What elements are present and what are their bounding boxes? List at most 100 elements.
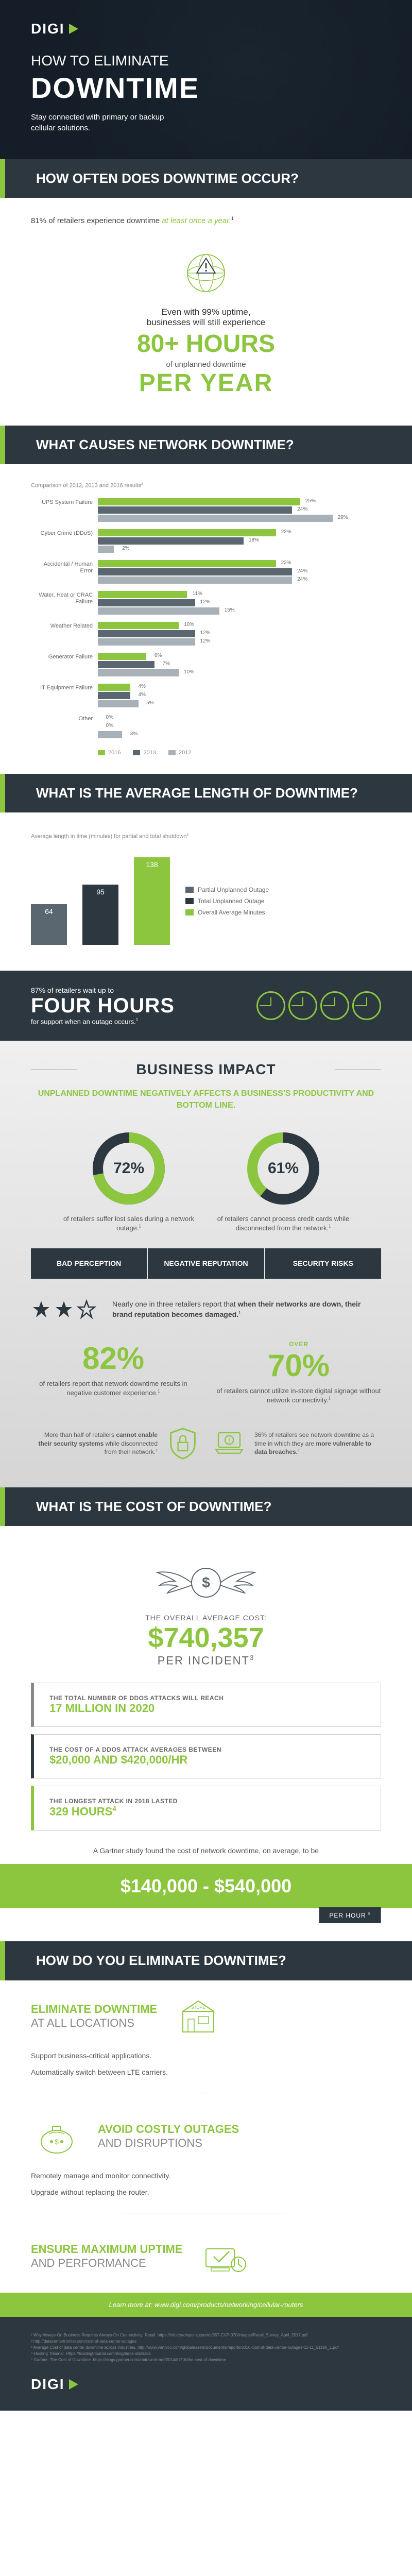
hero-sub: Stay connected with primary or backup ce… (31, 112, 175, 133)
bar: 18% (98, 537, 244, 545)
star-icon (54, 1299, 74, 1320)
elim-head: ELIMINATE DOWNTIMEAT ALL LOCATIONSSTORE (31, 1996, 381, 2037)
icon-row: More than half of retailers cannot enabl… (31, 1426, 381, 1462)
avg-legend-item: Total Unplanned Outage (185, 897, 269, 905)
section-title: WHAT CAUSES NETWORK DOWNTIME? (36, 437, 381, 453)
footer-line: ⁵ Gartner: The Cost of Downtime. https:/… (31, 2357, 381, 2363)
bar: 10% (98, 669, 179, 676)
stars-row: Nearly one in three retailers report tha… (31, 1299, 381, 1320)
fh-t1: 87% of retailers wait up to (31, 986, 241, 994)
badge: BAD PERCEPTION (31, 1248, 147, 1278)
bar-value: 7% (163, 661, 170, 667)
security-col: More than half of retailers cannot enabl… (31, 1426, 201, 1462)
swatch (168, 750, 176, 755)
bar-row: Water, Heat or CRAC Failure 11% 12% 15% (31, 591, 381, 616)
badge: SECURITY RISKS (265, 1248, 381, 1278)
bar: 24% (98, 568, 292, 575)
bar-value: 24% (297, 568, 307, 574)
footer-line: ⁴ Hosting Tribunal. Https://hostingtribu… (31, 2351, 381, 2357)
bar-value: 6% (154, 653, 162, 658)
bar: 12% (98, 599, 195, 606)
legend-label: 2013 (143, 750, 156, 756)
pct-row: 82%of retailers report that network down… (31, 1341, 381, 1405)
bar: 24% (98, 506, 292, 514)
bar-group: 4%4%5% (98, 684, 381, 708)
bar-label: IT Equipment Failure (31, 684, 93, 691)
bar: 6% (98, 653, 146, 660)
wing-icon-row: $ (31, 1544, 381, 1614)
section-title: HOW OFTEN DOES DOWNTIME OCCUR? (36, 171, 381, 187)
hero-line1: HOW TO ELIMINATE (31, 53, 381, 69)
section-frequency: 81% of retailers experience downtime at … (0, 198, 412, 426)
bar-group: 0%0%3% (98, 715, 381, 739)
breach-text: 36% of retailers see network downtime as… (254, 1431, 381, 1456)
section-title: WHAT IS THE AVERAGE LENGTH OF DOWNTIME? (36, 785, 381, 801)
breach-col: ! 36% of retailers see network downtime … (211, 1426, 381, 1462)
fh-t3: for support when an outage occurs.1 (31, 1018, 241, 1025)
stars-icons (31, 1299, 97, 1320)
legend-item: 2012 (168, 750, 191, 756)
elim-head: ENSURE MAXIMUM UPTIMEAND PERFORMANCE (31, 2236, 381, 2277)
bar-label: Weather Related (31, 622, 93, 630)
logo-arrow-icon (69, 2379, 78, 2389)
up5: PER YEAR (31, 369, 381, 397)
up4: of unplanned downtime (31, 360, 381, 369)
elim-block: ENSURE MAXIMUM UPTIMEAND PERFORMANCE (0, 2221, 412, 2293)
logo-arrow-icon (69, 24, 78, 34)
donut-text: of retailers cannot process credit cards… (216, 1214, 350, 1233)
elim-bullet: Remotely manage and monitor connectivity… (31, 2167, 381, 2184)
causes-bar-chart: UPS System Failure25%24%29%Cyber Crime (… (31, 498, 381, 739)
frequency-lead: 81% of retailers experience downtime at … (31, 216, 381, 225)
bar-value: 2% (122, 546, 129, 551)
svg-text:STORE: STORE (192, 2005, 205, 2010)
chart-legend: 201620132012 (31, 750, 381, 756)
bar-label: Other (31, 715, 93, 722)
section-header-causes: WHAT CAUSES NETWORK DOWNTIME? (0, 426, 412, 464)
bar-value: 4% (138, 692, 145, 698)
bar: 22% (98, 560, 276, 567)
bar: 22% (98, 529, 276, 536)
svg-text:$: $ (202, 1574, 210, 1590)
uptime-callout: Even with 99% uptime, businesses will st… (31, 240, 381, 408)
section-title: HOW DO YOU ELIMINATE DOWNTIME? (36, 1953, 381, 1969)
pct-col: OVER70%of retailers cannot utilize in-st… (216, 1341, 381, 1405)
avg-legend-item: Partial Unplanned Outage (185, 886, 269, 893)
biz-title: BUSINESS IMPACT (31, 1061, 381, 1078)
donut-text: of retailers suffer lost sales during a … (62, 1214, 196, 1233)
lead-a: 81% of retailers experience downtime (31, 216, 160, 225)
fact-box: THE LONGEST ATTACK IN 2018 LASTED329 HOU… (31, 1786, 381, 1830)
avg-col: 138 (134, 857, 170, 945)
donut-chart: 72% (90, 1130, 167, 1207)
laptop-alert-icon: ! (211, 1426, 247, 1462)
bar-group: 25%24%29% (98, 498, 381, 523)
clock-icon (256, 991, 285, 1020)
elim-bullet: Support business-critical applications. (31, 2047, 381, 2064)
footer-line: ¹ Why Always-On Business Requires Always… (31, 2332, 381, 2338)
bar-label: Water, Heat or CRAC Failure (31, 591, 93, 605)
bar: 5% (98, 700, 139, 707)
bar-label: UPS System Failure (31, 498, 93, 506)
elim-icon (198, 2236, 250, 2277)
bar: 12% (98, 630, 195, 637)
logo-text: DIGI (31, 2374, 65, 2395)
bar-value: 15% (225, 607, 235, 613)
bar-value: 11% (193, 591, 202, 597)
bar-group: 22%24%24% (98, 560, 381, 585)
four-hours-callout: 87% of retailers wait up to FOUR HOURS f… (0, 971, 412, 1041)
bar-value: 25% (305, 498, 316, 504)
fourhours-text: 87% of retailers wait up to FOUR HOURS f… (31, 986, 241, 1025)
swatch (133, 750, 140, 755)
bar-row: UPS System Failure25%24%29% (31, 498, 381, 523)
stars-text: Nearly one in three retailers report tha… (112, 1299, 381, 1319)
sup: 1 (231, 216, 234, 221)
avg-bars: 6495138 (31, 852, 170, 945)
clock-icons (256, 991, 381, 1020)
bar-group: 11% 12% 15% (98, 591, 381, 616)
bar-value: 12% (200, 638, 211, 644)
bar-label: Generator Failure (31, 653, 93, 660)
donut-row: 72% of retailers suffer lost sales during… (31, 1130, 381, 1233)
logo: DIGI (31, 21, 381, 37)
fact-box: THE COST OF A DDOS ATTACK AVERAGES BETWE… (31, 1734, 381, 1778)
elim-bullet: Upgrade without replacing the router. (31, 2184, 381, 2200)
up3: 80+ HOURS (31, 330, 381, 358)
